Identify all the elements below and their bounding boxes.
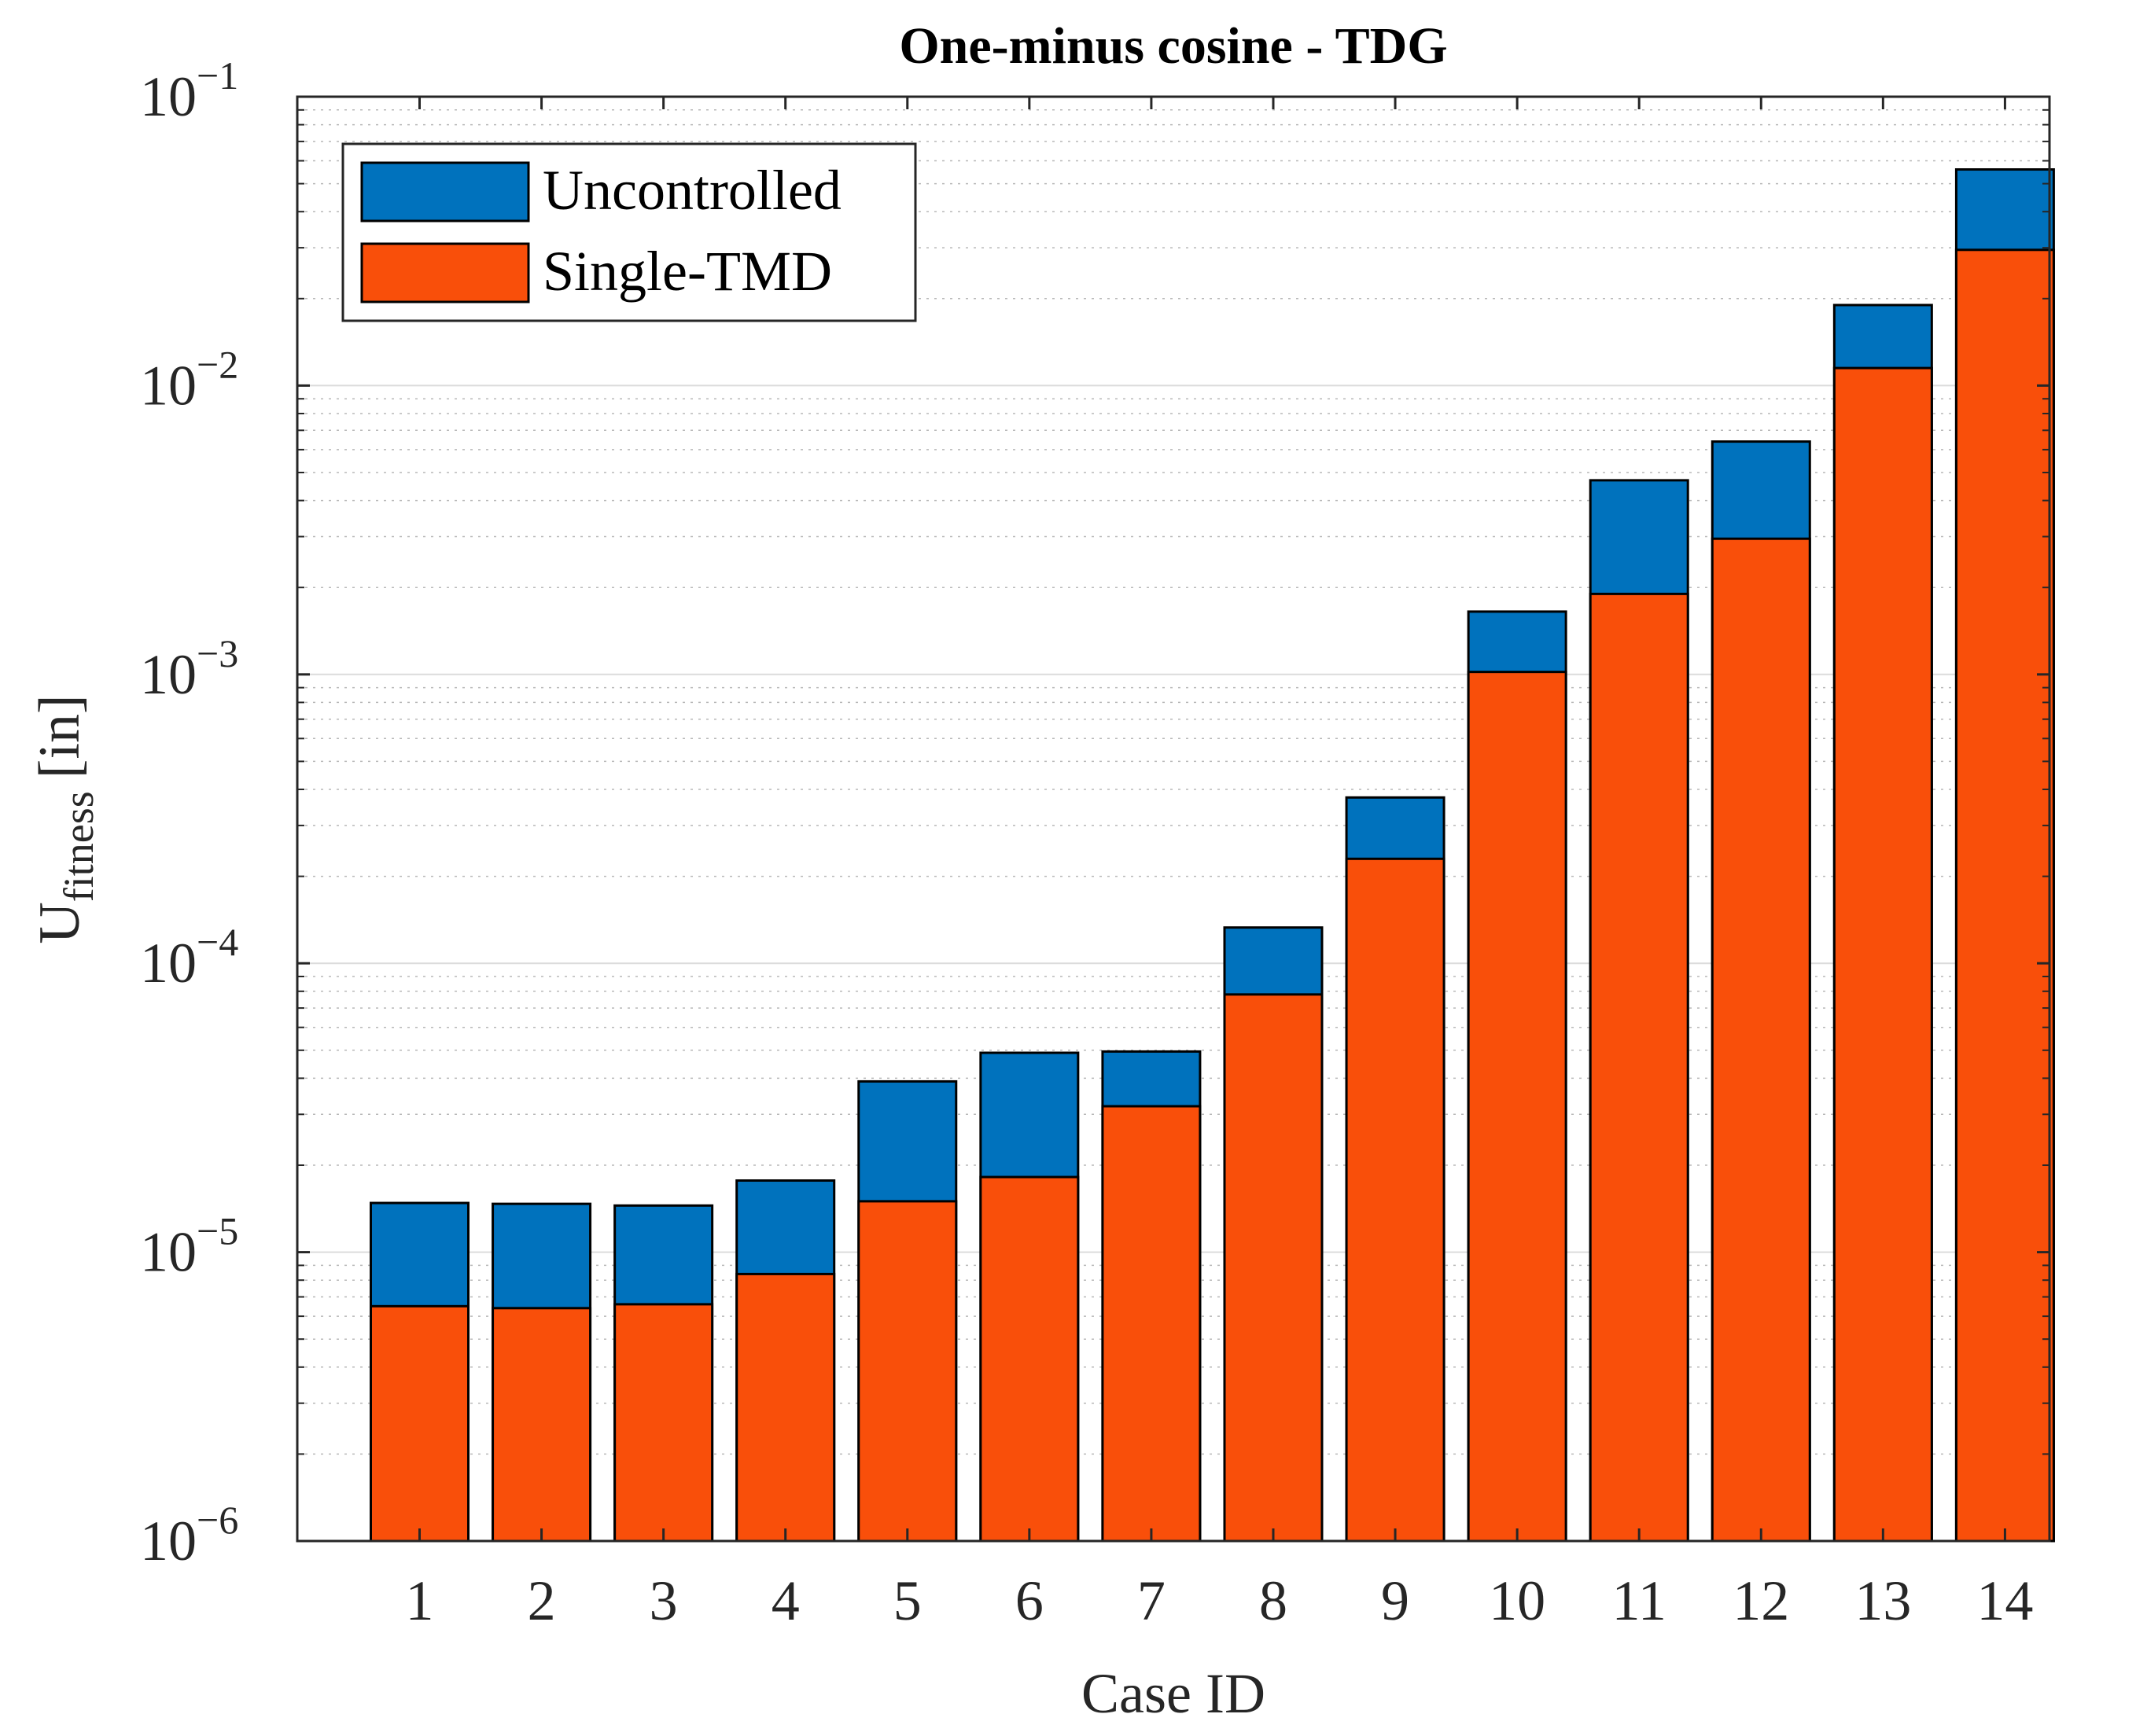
legend-swatch-single-tmd [360, 242, 530, 303]
x-tick-label: 10 [1489, 1569, 1545, 1632]
x-tick-label: 13 [1854, 1569, 1911, 1632]
bar-single-tmd [1954, 248, 2055, 1543]
x-tick-label: 5 [893, 1569, 922, 1632]
y-tick-label-base: 10 [140, 1510, 197, 1572]
y-tick-label: 10−2 [140, 342, 238, 417]
x-tick-label: 3 [650, 1569, 678, 1632]
x-tick-label: 9 [1381, 1569, 1409, 1632]
bar-single-tmd [1345, 857, 1445, 1543]
y-tick-label: 10−4 [140, 920, 238, 995]
bar-single-tmd [492, 1307, 592, 1543]
y-axis-label-unit: [in] [28, 694, 92, 778]
chart-title: One-minus cosine - TDG [899, 17, 1447, 75]
bar-single-tmd [370, 1304, 470, 1543]
y-axis-label: Ufitness [in] [28, 694, 102, 943]
legend-label-single-tmd: Single-TMD [543, 240, 832, 303]
y-tick-label-exponent: −3 [197, 631, 238, 675]
y-tick-label-exponent: −1 [197, 53, 238, 97]
bar-single-tmd [1832, 366, 1933, 1543]
bar-single-tmd [735, 1272, 836, 1543]
y-tick-label-base: 10 [140, 354, 197, 417]
y-tick-label: 10−1 [140, 53, 238, 128]
bar-single-tmd [1223, 993, 1324, 1543]
x-tick-label: 2 [528, 1569, 556, 1632]
y-tick-label: 10−3 [140, 631, 238, 706]
y-axis-label-subscript: fitness [55, 791, 102, 902]
y-tick-label-exponent: −5 [197, 1209, 238, 1253]
y-tick-label-base: 10 [140, 1221, 197, 1284]
bar-single-tmd [979, 1175, 1080, 1543]
plot-area-frame [296, 95, 2051, 1543]
y-tick-label: 10−6 [140, 1498, 238, 1572]
bar-single-tmd [1467, 671, 1567, 1543]
legend-label-uncontrolled: Uncontrolled [543, 159, 842, 222]
bar-single-tmd [1589, 592, 1689, 1543]
x-tick-label: 12 [1733, 1569, 1789, 1632]
axis-ticks: 10−610−510−410−310−210−11 2 3 4 5 6 7 8 9 10 11 12 1… [140, 53, 2049, 1632]
legend-swatch-uncontrolled [360, 161, 530, 223]
x-tick-label: 6 [1015, 1569, 1044, 1632]
x-tick-label: 1 [406, 1569, 434, 1632]
bar-single-tmd [613, 1303, 714, 1543]
x-tick-label: 14 [1976, 1569, 2033, 1632]
x-axis-label: Case ID [1081, 1662, 1265, 1725]
x-tick-label: 11 [1612, 1569, 1666, 1632]
y-tick-label-base: 10 [140, 643, 197, 706]
bar-single-tmd [1711, 537, 1811, 1543]
y-tick-label-exponent: −2 [197, 342, 238, 386]
y-tick-label-exponent: −6 [197, 1498, 238, 1542]
y-tick-label-base: 10 [140, 932, 197, 995]
y-tick-label: 10−5 [140, 1209, 238, 1284]
bar-marks [370, 168, 2055, 1543]
bar-single-tmd [857, 1200, 958, 1543]
y-tick-label-base: 10 [140, 65, 197, 128]
bar-single-tmd [1101, 1105, 1202, 1543]
y-axis-label-main: U [28, 902, 92, 943]
y-tick-label-exponent: −4 [197, 920, 238, 964]
x-tick-label: 7 [1137, 1569, 1166, 1632]
legend: Uncontrolled Single-TMD [341, 142, 917, 322]
x-tick-label: 4 [772, 1569, 800, 1632]
x-tick-label: 8 [1259, 1569, 1287, 1632]
